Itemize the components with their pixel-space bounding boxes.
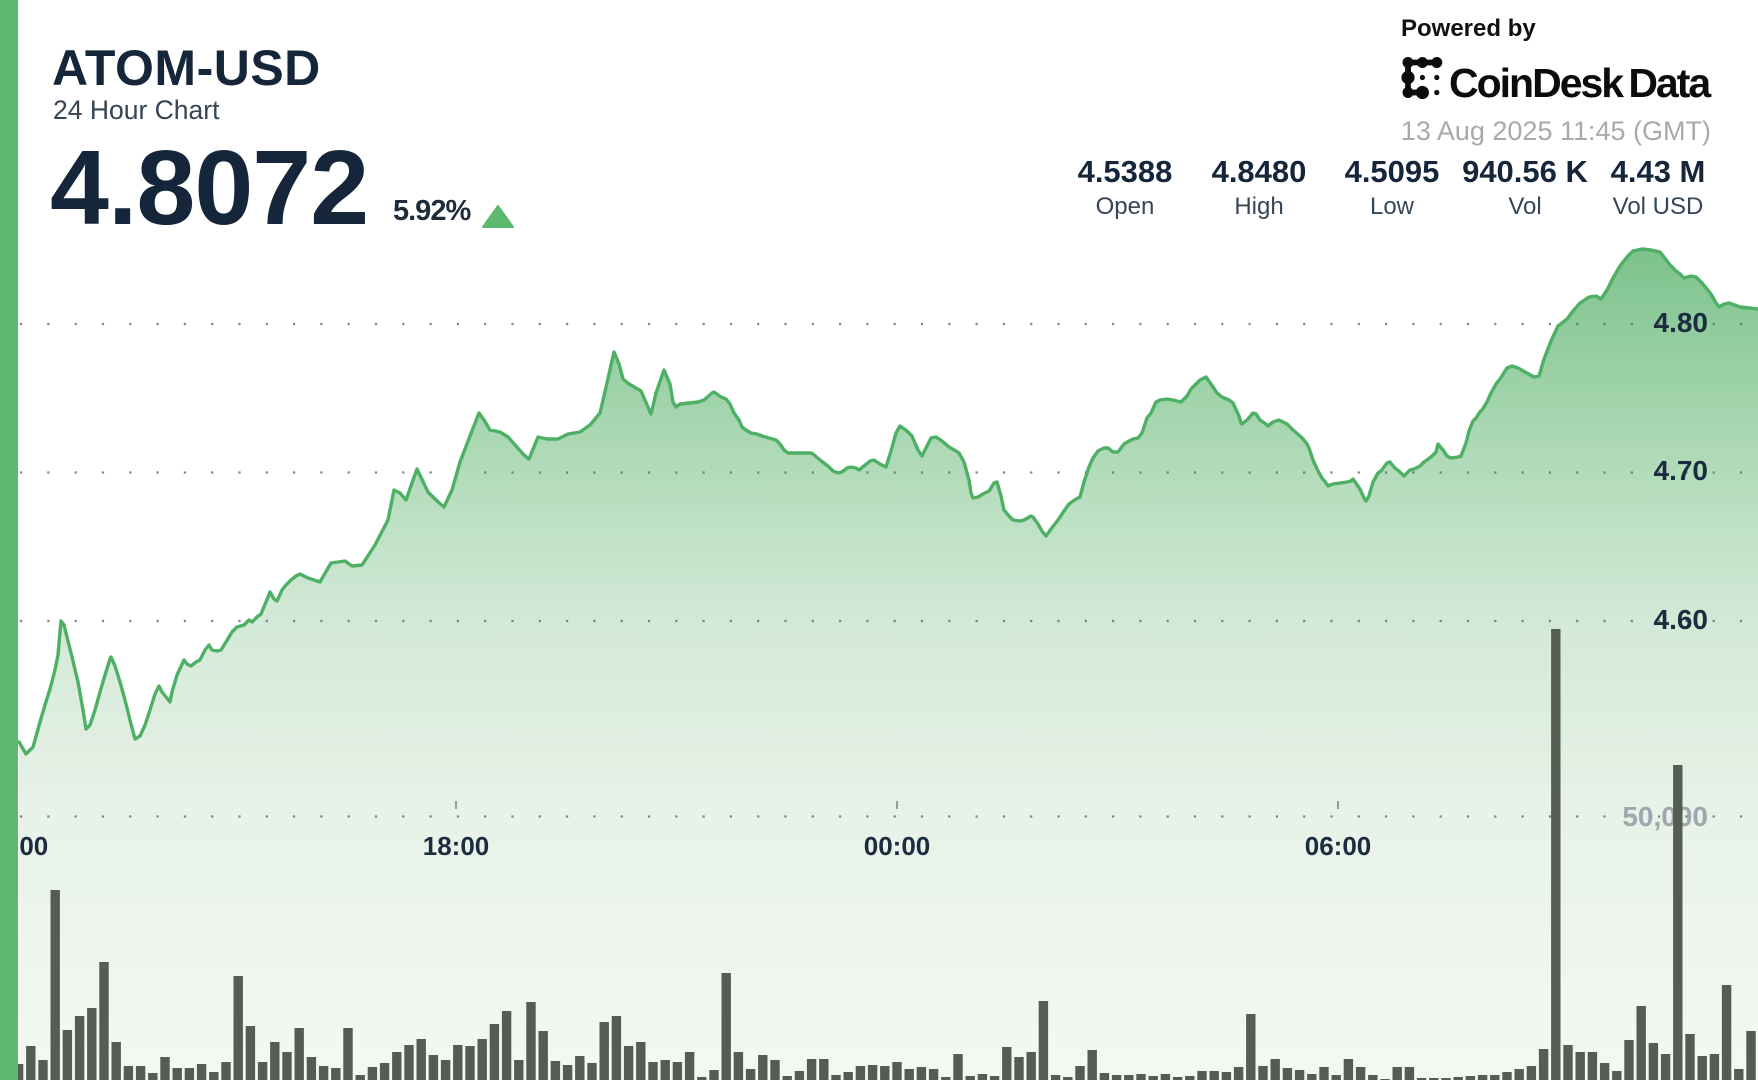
svg-text:50,000: 50,000 — [1622, 801, 1708, 832]
